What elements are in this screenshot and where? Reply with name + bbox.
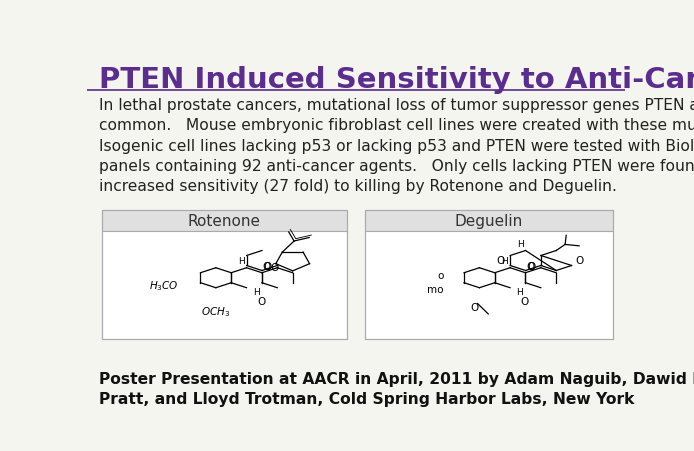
Text: In lethal prostate cancers, mutational loss of tumor suppressor genes PTEN and p: In lethal prostate cancers, mutational l… [99, 97, 694, 194]
Text: O: O [257, 296, 265, 306]
Bar [102, 210, 346, 232]
Text: O: O [526, 261, 534, 271]
Text: H: H [501, 257, 508, 266]
Text: O: O [520, 296, 529, 306]
Text: O: O [270, 263, 278, 273]
Text: H: H [238, 257, 244, 266]
Text: O: O [576, 256, 584, 266]
Text: O: O [496, 256, 505, 266]
Text: $H_3CO$: $H_3CO$ [149, 278, 178, 292]
Bar [102, 232, 346, 339]
Bar [102, 210, 346, 339]
Bar [365, 210, 613, 232]
Text: O: O [264, 261, 272, 271]
Text: Rotenone: Rotenone [187, 214, 261, 229]
Text: O: O [470, 302, 478, 312]
Text: Deguelin: Deguelin [455, 214, 523, 229]
Text: $OCH_3$: $OCH_3$ [201, 304, 230, 318]
Text: O: O [527, 261, 536, 271]
Text: O: O [262, 261, 271, 271]
Bar [365, 210, 613, 339]
Text: PTEN Induced Sensitivity to Anti-Cancer Agents: PTEN Induced Sensitivity to Anti-Cancer … [99, 66, 694, 94]
Text: o: o [437, 271, 444, 281]
Text: H: H [516, 287, 523, 296]
Text: mo: mo [428, 285, 444, 295]
Bar [365, 232, 613, 339]
Text: H: H [253, 287, 260, 296]
Text: H: H [517, 239, 523, 249]
Text: Poster Presentation at AACR in April, 2011 by Adam Naguib, Dawid Nowak, Christop: Poster Presentation at AACR in April, 20… [99, 371, 694, 406]
